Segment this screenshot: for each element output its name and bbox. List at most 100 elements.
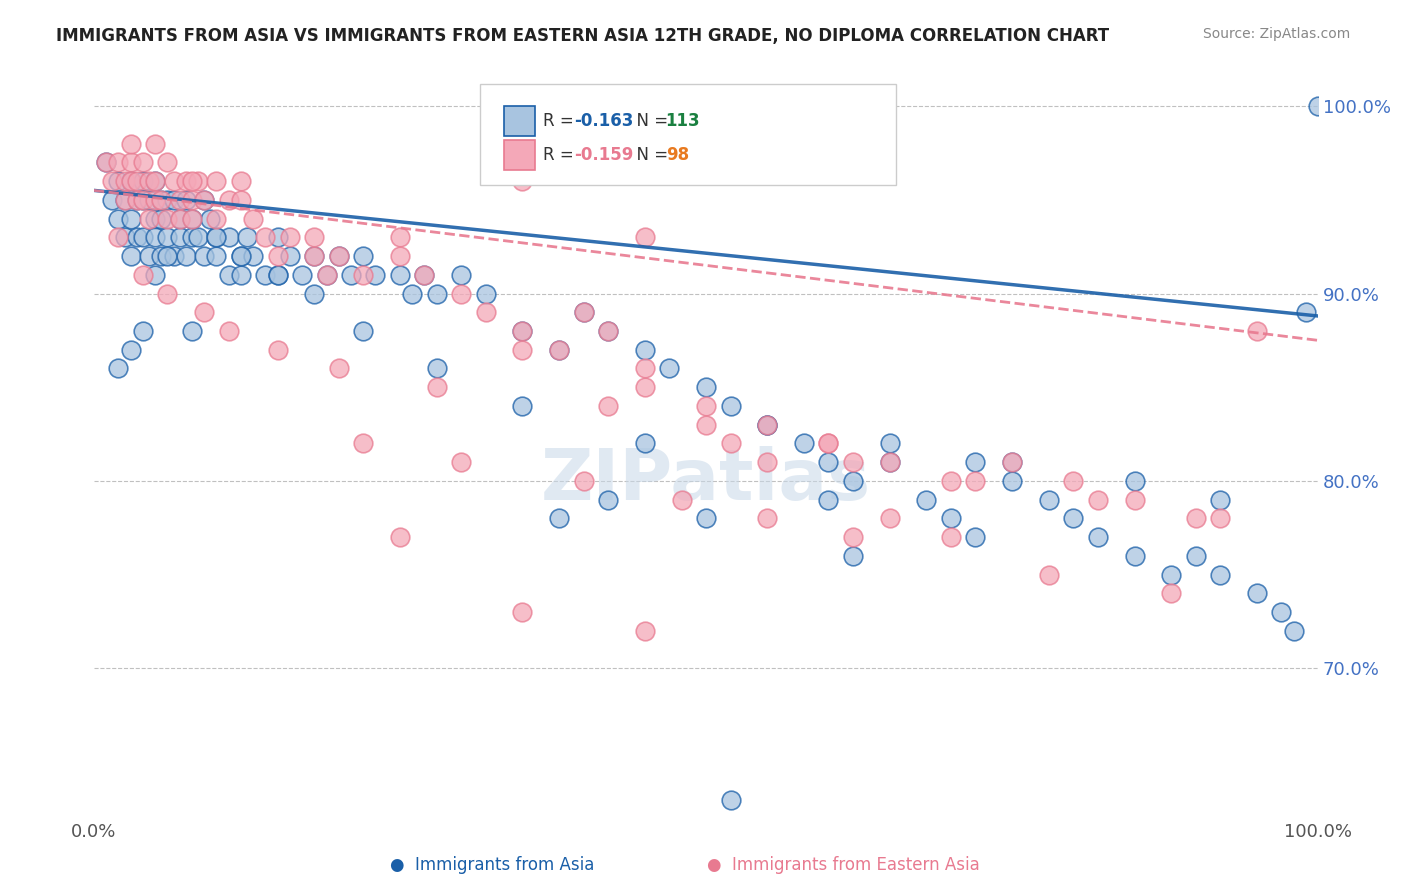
Immigrants from Eastern Asia	[138, 174, 160, 188]
Immigrants from Eastern Asia	[156, 211, 179, 226]
Immigrants from Asia	[1209, 492, 1232, 507]
Immigrants from Asia	[598, 324, 620, 338]
Immigrants from Eastern Asia	[634, 380, 657, 394]
Immigrants from Eastern Asia	[474, 305, 496, 319]
Immigrants from Asia	[352, 324, 374, 338]
Immigrants from Eastern Asia	[842, 455, 865, 469]
Immigrants from Asia	[388, 268, 411, 282]
Immigrants from Asia	[266, 230, 288, 244]
Immigrants from Asia	[572, 305, 595, 319]
Immigrants from Eastern Asia	[266, 249, 288, 263]
Immigrants from Eastern Asia	[388, 530, 411, 544]
Text: N =: N =	[627, 112, 673, 130]
Immigrants from Asia	[598, 492, 620, 507]
Immigrants from Eastern Asia	[304, 249, 326, 263]
Immigrants from Eastern Asia	[939, 530, 962, 544]
Immigrants from Asia	[426, 361, 449, 376]
Immigrants from Eastern Asia	[1001, 455, 1024, 469]
Immigrants from Eastern Asia	[169, 193, 191, 207]
Immigrants from Asia	[1123, 474, 1146, 488]
Immigrants from Asia	[1184, 549, 1206, 563]
Immigrants from Asia	[879, 455, 901, 469]
FancyBboxPatch shape	[503, 106, 534, 136]
Immigrants from Eastern Asia	[120, 155, 142, 169]
Immigrants from Eastern Asia	[634, 230, 657, 244]
Immigrants from Eastern Asia	[242, 211, 264, 226]
Immigrants from Asia	[364, 268, 387, 282]
Text: Source: ZipAtlas.com: Source: ZipAtlas.com	[1202, 27, 1350, 41]
Immigrants from Eastern Asia	[572, 474, 595, 488]
Immigrants from Asia	[150, 249, 173, 263]
Immigrants from Eastern Asia	[756, 455, 779, 469]
Immigrants from Eastern Asia	[1123, 492, 1146, 507]
Immigrants from Eastern Asia	[138, 211, 160, 226]
Immigrants from Eastern Asia	[756, 511, 779, 525]
Immigrants from Eastern Asia	[278, 230, 301, 244]
Immigrants from Asia	[193, 249, 215, 263]
Immigrants from Asia	[229, 249, 252, 263]
Immigrants from Eastern Asia	[229, 174, 252, 188]
Immigrants from Asia	[1308, 99, 1330, 113]
Immigrants from Asia	[132, 193, 155, 207]
Immigrants from Eastern Asia	[634, 624, 657, 638]
Immigrants from Eastern Asia	[512, 324, 534, 338]
Text: ●  Immigrants from Eastern Asia: ● Immigrants from Eastern Asia	[707, 855, 980, 873]
Immigrants from Asia	[107, 174, 129, 188]
Immigrants from Eastern Asia	[254, 230, 277, 244]
Immigrants from Asia	[413, 268, 436, 282]
Immigrants from Asia	[1295, 305, 1317, 319]
Immigrants from Eastern Asia	[352, 436, 374, 450]
Immigrants from Asia	[1001, 474, 1024, 488]
Immigrants from Asia	[156, 230, 179, 244]
Immigrants from Asia	[879, 436, 901, 450]
Immigrants from Eastern Asia	[114, 174, 136, 188]
Immigrants from Asia	[1062, 511, 1084, 525]
Immigrants from Asia	[229, 249, 252, 263]
Text: N =: N =	[627, 145, 673, 164]
Immigrants from Eastern Asia	[174, 174, 197, 188]
Immigrants from Asia	[915, 492, 938, 507]
Immigrants from Eastern Asia	[125, 174, 148, 188]
Immigrants from Eastern Asia	[695, 417, 717, 432]
Immigrants from Asia	[132, 324, 155, 338]
Immigrants from Asia	[278, 249, 301, 263]
Immigrants from Eastern Asia	[1246, 324, 1268, 338]
Immigrants from Asia	[180, 211, 202, 226]
Immigrants from Asia	[291, 268, 314, 282]
Immigrants from Asia	[756, 417, 779, 432]
Immigrants from Eastern Asia	[817, 436, 839, 450]
Immigrants from Asia	[205, 230, 228, 244]
Immigrants from Asia	[1246, 586, 1268, 600]
Immigrants from Eastern Asia	[1160, 586, 1182, 600]
Immigrants from Asia	[695, 511, 717, 525]
Immigrants from Eastern Asia	[315, 268, 337, 282]
Immigrants from Asia	[120, 249, 142, 263]
Immigrants from Eastern Asia	[1087, 492, 1109, 507]
Immigrants from Eastern Asia	[150, 193, 173, 207]
Immigrants from Eastern Asia	[218, 193, 240, 207]
Immigrants from Eastern Asia	[107, 155, 129, 169]
Immigrants from Asia	[254, 268, 277, 282]
Immigrants from Asia	[200, 211, 222, 226]
Immigrants from Asia	[143, 211, 166, 226]
Immigrants from Asia	[658, 361, 681, 376]
Immigrants from Eastern Asia	[879, 455, 901, 469]
Immigrants from Asia	[132, 230, 155, 244]
Immigrants from Eastern Asia	[143, 136, 166, 151]
Immigrants from Eastern Asia	[598, 324, 620, 338]
Immigrants from Eastern Asia	[1038, 567, 1060, 582]
Immigrants from Eastern Asia	[156, 155, 179, 169]
Immigrants from Eastern Asia	[756, 417, 779, 432]
Immigrants from Asia	[143, 230, 166, 244]
Immigrants from Eastern Asia	[512, 174, 534, 188]
Immigrants from Asia	[548, 511, 571, 525]
Immigrants from Eastern Asia	[266, 343, 288, 357]
Immigrants from Asia	[817, 492, 839, 507]
Immigrants from Asia	[1270, 605, 1292, 619]
Immigrants from Asia	[132, 174, 155, 188]
Immigrants from Asia	[174, 193, 197, 207]
Immigrants from Asia	[125, 230, 148, 244]
Immigrants from Asia	[304, 286, 326, 301]
Immigrants from Eastern Asia	[328, 361, 350, 376]
Immigrants from Asia	[107, 361, 129, 376]
